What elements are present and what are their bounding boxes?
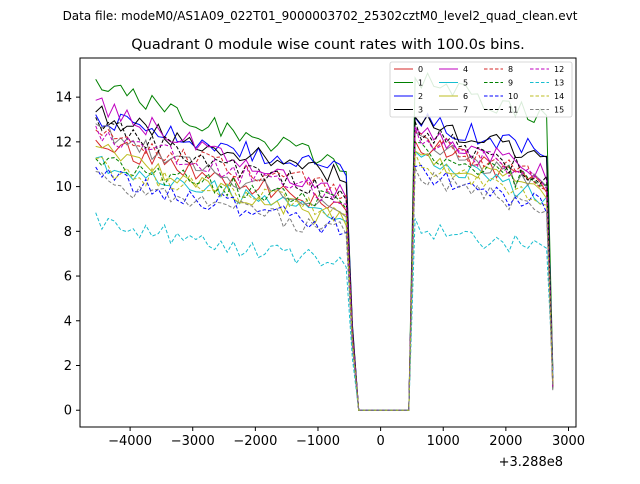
x-tick-label: −3000 <box>171 434 215 449</box>
series-line-2 <box>95 112 554 411</box>
series-line-15 <box>95 167 554 411</box>
y-tick-label: 2 <box>64 359 72 374</box>
legend-label-6: 6 <box>463 92 468 101</box>
legend-label-7: 7 <box>463 106 468 115</box>
axes-frame <box>79 57 577 428</box>
x-tick-label: 2000 <box>489 434 522 449</box>
legend-label-0: 0 <box>418 65 423 74</box>
plot-area <box>79 57 577 428</box>
x-tick-label: 3000 <box>552 434 585 449</box>
series-line-7 <box>95 123 554 411</box>
series-line-12 <box>95 125 554 411</box>
x-tick-label: 1000 <box>427 434 460 449</box>
x-tick-label: 0 <box>376 434 384 449</box>
legend-label-9: 9 <box>508 79 513 88</box>
series-line-4 <box>95 97 554 411</box>
x-tick-label: −2000 <box>233 434 277 449</box>
y-tick-label: 8 <box>64 225 72 240</box>
y-tick-label: 10 <box>55 180 72 195</box>
legend-frame <box>389 61 573 118</box>
legend-label-2: 2 <box>418 92 423 101</box>
legend-label-14: 14 <box>554 92 564 101</box>
chart-title: Quadrant 0 module wise count rates with … <box>131 37 525 53</box>
legend-label-8: 8 <box>508 65 513 74</box>
series-line-10 <box>95 164 554 411</box>
y-axis: 0 2 4 6 8 10 12 14 <box>55 91 80 419</box>
legend-label-15: 15 <box>554 106 564 115</box>
series-line-5 <box>95 150 554 411</box>
y-tick-label: 4 <box>64 314 72 329</box>
x-tick-label: −4000 <box>108 434 152 449</box>
y-tick-label: 0 <box>64 404 72 419</box>
x-tick-label: −1000 <box>296 434 340 449</box>
x-axis: −4000 −3000 −2000 −1000 0 1000 2000 3000 <box>108 427 585 449</box>
legend-label-11: 11 <box>508 106 518 115</box>
legend-label-13: 13 <box>554 79 564 88</box>
series-line-13 <box>95 212 554 411</box>
legend-label-5: 5 <box>463 79 468 88</box>
legend-label-4: 4 <box>463 65 468 74</box>
series-lines <box>95 71 554 411</box>
x-offset-label: +3.288e8 <box>499 455 563 470</box>
y-tick-label: 6 <box>64 270 72 285</box>
y-tick-label: 12 <box>55 135 72 150</box>
legend-label-1: 1 <box>418 79 423 88</box>
series-line-8 <box>95 128 554 411</box>
series-line-3 <box>95 105 554 411</box>
series-line-9 <box>95 141 554 411</box>
legend-label-12: 12 <box>554 65 564 74</box>
series-line-14 <box>95 152 554 411</box>
legend-label-3: 3 <box>418 106 423 115</box>
y-tick-label: 14 <box>55 91 72 106</box>
data-file-label: Data file: modeM0/AS1A09_022T01_90000037… <box>63 9 578 23</box>
legend-label-10: 10 <box>508 92 518 101</box>
